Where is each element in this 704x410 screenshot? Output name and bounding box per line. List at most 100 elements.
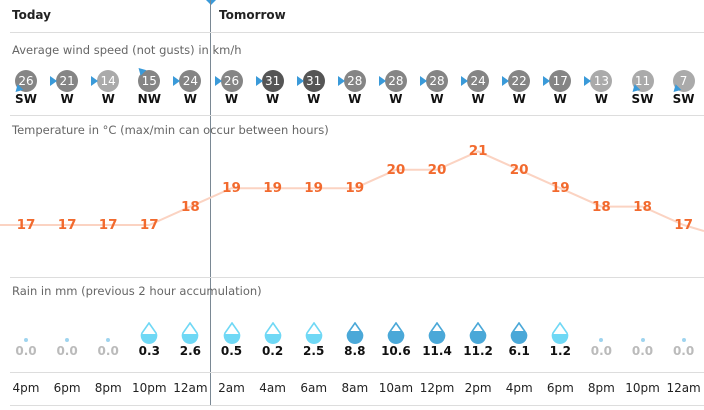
time-label: 10am — [378, 381, 414, 395]
divider — [10, 405, 704, 406]
raindrop-icon — [469, 322, 487, 344]
rain-section-title: Rain in mm (previous 2 hour accumulation… — [12, 284, 262, 298]
rain-item: 0.3 — [129, 322, 169, 362]
rain-item: 2.6 — [170, 322, 210, 362]
temperature-label: 20 — [509, 161, 529, 178]
wind-speed: 15 — [138, 70, 161, 92]
raindrop-icon — [305, 322, 322, 344]
temperature-label: 18 — [633, 198, 652, 215]
time-label: 12pm — [419, 381, 455, 395]
no-rain-dot-icon — [24, 338, 28, 342]
time-label: 6pm — [53, 381, 81, 395]
wind-item: 21 W — [47, 70, 87, 110]
temperature-label: 21 — [468, 143, 488, 160]
wind-speed: 31 — [261, 70, 284, 92]
temperature-label: 19 — [345, 180, 365, 197]
wind-direction: W — [471, 92, 485, 106]
wind-arrow-icon — [543, 76, 551, 86]
wind-speed: 28 — [384, 70, 407, 92]
rain-amount: 0.5 — [220, 344, 243, 358]
wind-speed: 17 — [549, 70, 572, 92]
temperature-label: 17 — [674, 217, 693, 233]
time-label: 4pm — [12, 381, 40, 395]
wind-speed: 11 — [631, 70, 654, 92]
rain-item: 6.1 — [499, 322, 539, 362]
no-rain-dot-icon — [640, 338, 645, 342]
wind-direction: W — [553, 92, 567, 106]
temperature-label: 17 — [57, 217, 77, 233]
wind-speed: 31 — [302, 70, 325, 92]
raindrop-icon — [552, 322, 569, 344]
wind-section-title: Average wind speed (not gusts) in km/h — [12, 43, 242, 57]
temperature-label: 18 — [591, 198, 611, 215]
no-rain-dot-icon — [65, 338, 70, 342]
rain-item: 2.5 — [294, 322, 334, 362]
time-label: 12am — [173, 381, 208, 395]
wind-item: 11 SW — [623, 70, 663, 110]
raindrop-icon — [428, 322, 446, 344]
wind-item: 7 SW — [664, 70, 704, 110]
raindrop-icon — [223, 322, 240, 344]
wind-arrow-icon — [420, 76, 427, 86]
wind-arrow-icon — [255, 76, 263, 86]
wind-direction: NW — [137, 92, 161, 106]
wind-item: 24 W — [170, 70, 210, 110]
rain-item: 11.2 — [458, 322, 498, 362]
wind-arrow-icon — [173, 76, 181, 86]
temperature-label: 18 — [180, 198, 200, 215]
rain-amount: 10.6 — [381, 344, 411, 358]
rain-item: 0.0 — [47, 322, 87, 362]
wind-direction: SW — [672, 92, 695, 106]
rain-amount: 0.0 — [15, 344, 37, 358]
rain-item: 8.8 — [335, 322, 375, 362]
time-label: 2pm — [464, 381, 492, 395]
wind-speed: 22 — [508, 70, 531, 92]
wind-item: 17 W — [540, 70, 580, 110]
rain-item: 0.0 — [6, 322, 46, 362]
rain-amount: 2.5 — [303, 344, 325, 358]
wind-item: 14 W — [88, 70, 128, 110]
rain-item: 10.6 — [376, 322, 416, 362]
divider — [10, 115, 704, 116]
rain-amount: 1.2 — [549, 344, 571, 358]
divider — [10, 32, 704, 33]
rain-amount: 0.0 — [672, 344, 695, 358]
wind-item: 28 W — [417, 70, 457, 110]
raindrop-icon — [264, 322, 281, 344]
time-label: 8am — [341, 381, 369, 395]
temperature-label: 17 — [16, 217, 36, 233]
wind-arrow-icon — [296, 76, 304, 86]
time-label: 10pm — [625, 381, 660, 395]
wind-arrow-icon — [214, 76, 222, 86]
wind-arrow-icon — [502, 76, 510, 86]
rain-item: 0.2 — [253, 322, 293, 362]
wind-direction: W — [224, 92, 239, 106]
temperature-label: 20 — [427, 161, 447, 178]
wind-speed: 26 — [15, 70, 37, 92]
temperature-label: 20 — [386, 161, 406, 178]
wind-speed: 21 — [56, 70, 79, 92]
rain-item: 0.0 — [623, 322, 663, 362]
rain-item: 0.0 — [581, 322, 621, 362]
wind-speed: 26 — [220, 70, 243, 92]
temperature-label: 17 — [98, 217, 118, 233]
raindrop-icon — [510, 322, 528, 344]
rain-item: 1.2 — [540, 322, 580, 362]
divider — [10, 372, 704, 373]
rain-amount: 11.4 — [422, 344, 452, 358]
wind-direction: W — [389, 92, 403, 106]
rain-item: 11.4 — [417, 322, 457, 362]
wind-direction: W — [265, 92, 280, 106]
divider — [10, 277, 704, 278]
wind-direction: W — [512, 92, 526, 106]
today-label: Today — [12, 8, 51, 22]
rain-amount: 0.2 — [261, 344, 284, 358]
raindrop-icon — [182, 322, 199, 344]
temperature-polyline — [0, 150, 704, 232]
wind-direction: W — [307, 92, 321, 106]
wind-item: 28 W — [335, 70, 375, 110]
time-label: 2am — [218, 381, 245, 395]
temperature-label: 17 — [139, 217, 159, 233]
rain-amount: 8.8 — [344, 344, 366, 358]
wind-speed: 28 — [343, 70, 366, 92]
